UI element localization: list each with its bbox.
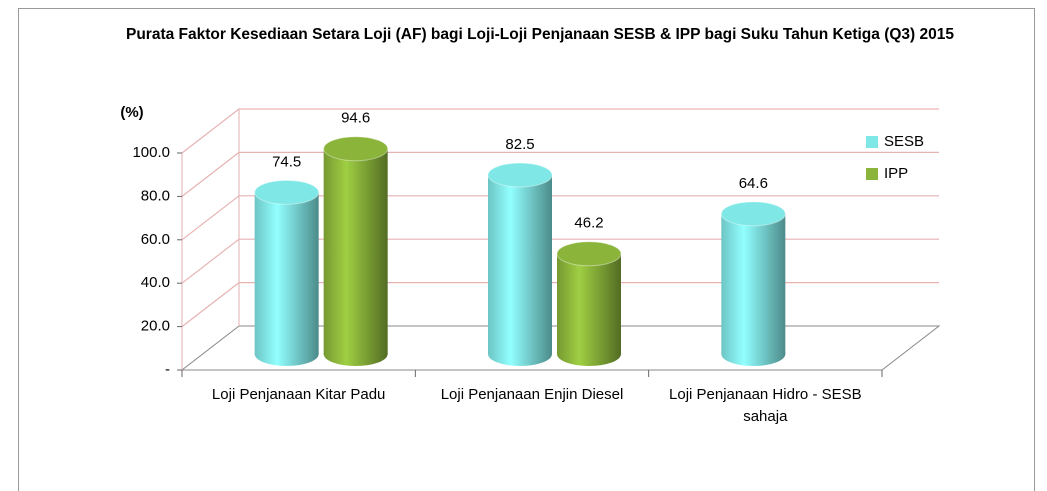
bar: [323, 148, 388, 354]
grid-line: [181, 238, 939, 284]
bar-base: [488, 342, 552, 366]
y-axis-label: (%): [120, 104, 143, 121]
y-tick-label: 60.0: [141, 231, 170, 248]
data-label: 46.2: [574, 215, 603, 232]
bar: [488, 174, 552, 354]
legend-label: SESB: [884, 133, 924, 150]
grid-line: [181, 108, 939, 154]
x-tick-label: Loji Penjanaan Kitar Padu: [211, 386, 386, 403]
bar-top: [487, 162, 553, 188]
x-tick-label: Loji Penjanaan Enjin Diesel: [440, 386, 624, 403]
data-label: 82.5: [505, 136, 534, 153]
bar-base: [323, 342, 388, 366]
bar-base: [721, 342, 786, 366]
bar: [254, 192, 319, 354]
chart-title: Purata Faktor Kesediaan Setara Loji (AF)…: [126, 26, 954, 43]
bar-top: [556, 241, 622, 267]
grid-line: [181, 195, 939, 241]
legend-label: IPP: [884, 165, 908, 182]
legend-swatch: [866, 168, 878, 180]
bar-top: [323, 136, 389, 162]
bar: [721, 213, 786, 354]
y-tick-label: 20.0: [141, 318, 170, 335]
x-tick-label: Loji Penjanaan Hidro - SESB sahaja: [669, 386, 862, 425]
data-label: 94.6: [341, 110, 370, 127]
bar-base: [254, 342, 319, 366]
bar-top: [720, 201, 786, 227]
y-tick-label: -: [165, 361, 170, 378]
legend-swatch: [866, 136, 878, 148]
grid-line: [181, 282, 939, 328]
bar-top: [254, 179, 320, 205]
frame: [18, 8, 1035, 491]
y-tick-label: 40.0: [141, 274, 170, 291]
data-label: 64.6: [739, 175, 768, 192]
bar: [557, 253, 621, 354]
y-tick-label: 100.0: [132, 144, 170, 161]
data-label: 74.5: [272, 153, 301, 170]
bar-base: [557, 342, 621, 366]
grid-line: [181, 151, 939, 197]
y-tick-label: 80.0: [141, 187, 170, 204]
